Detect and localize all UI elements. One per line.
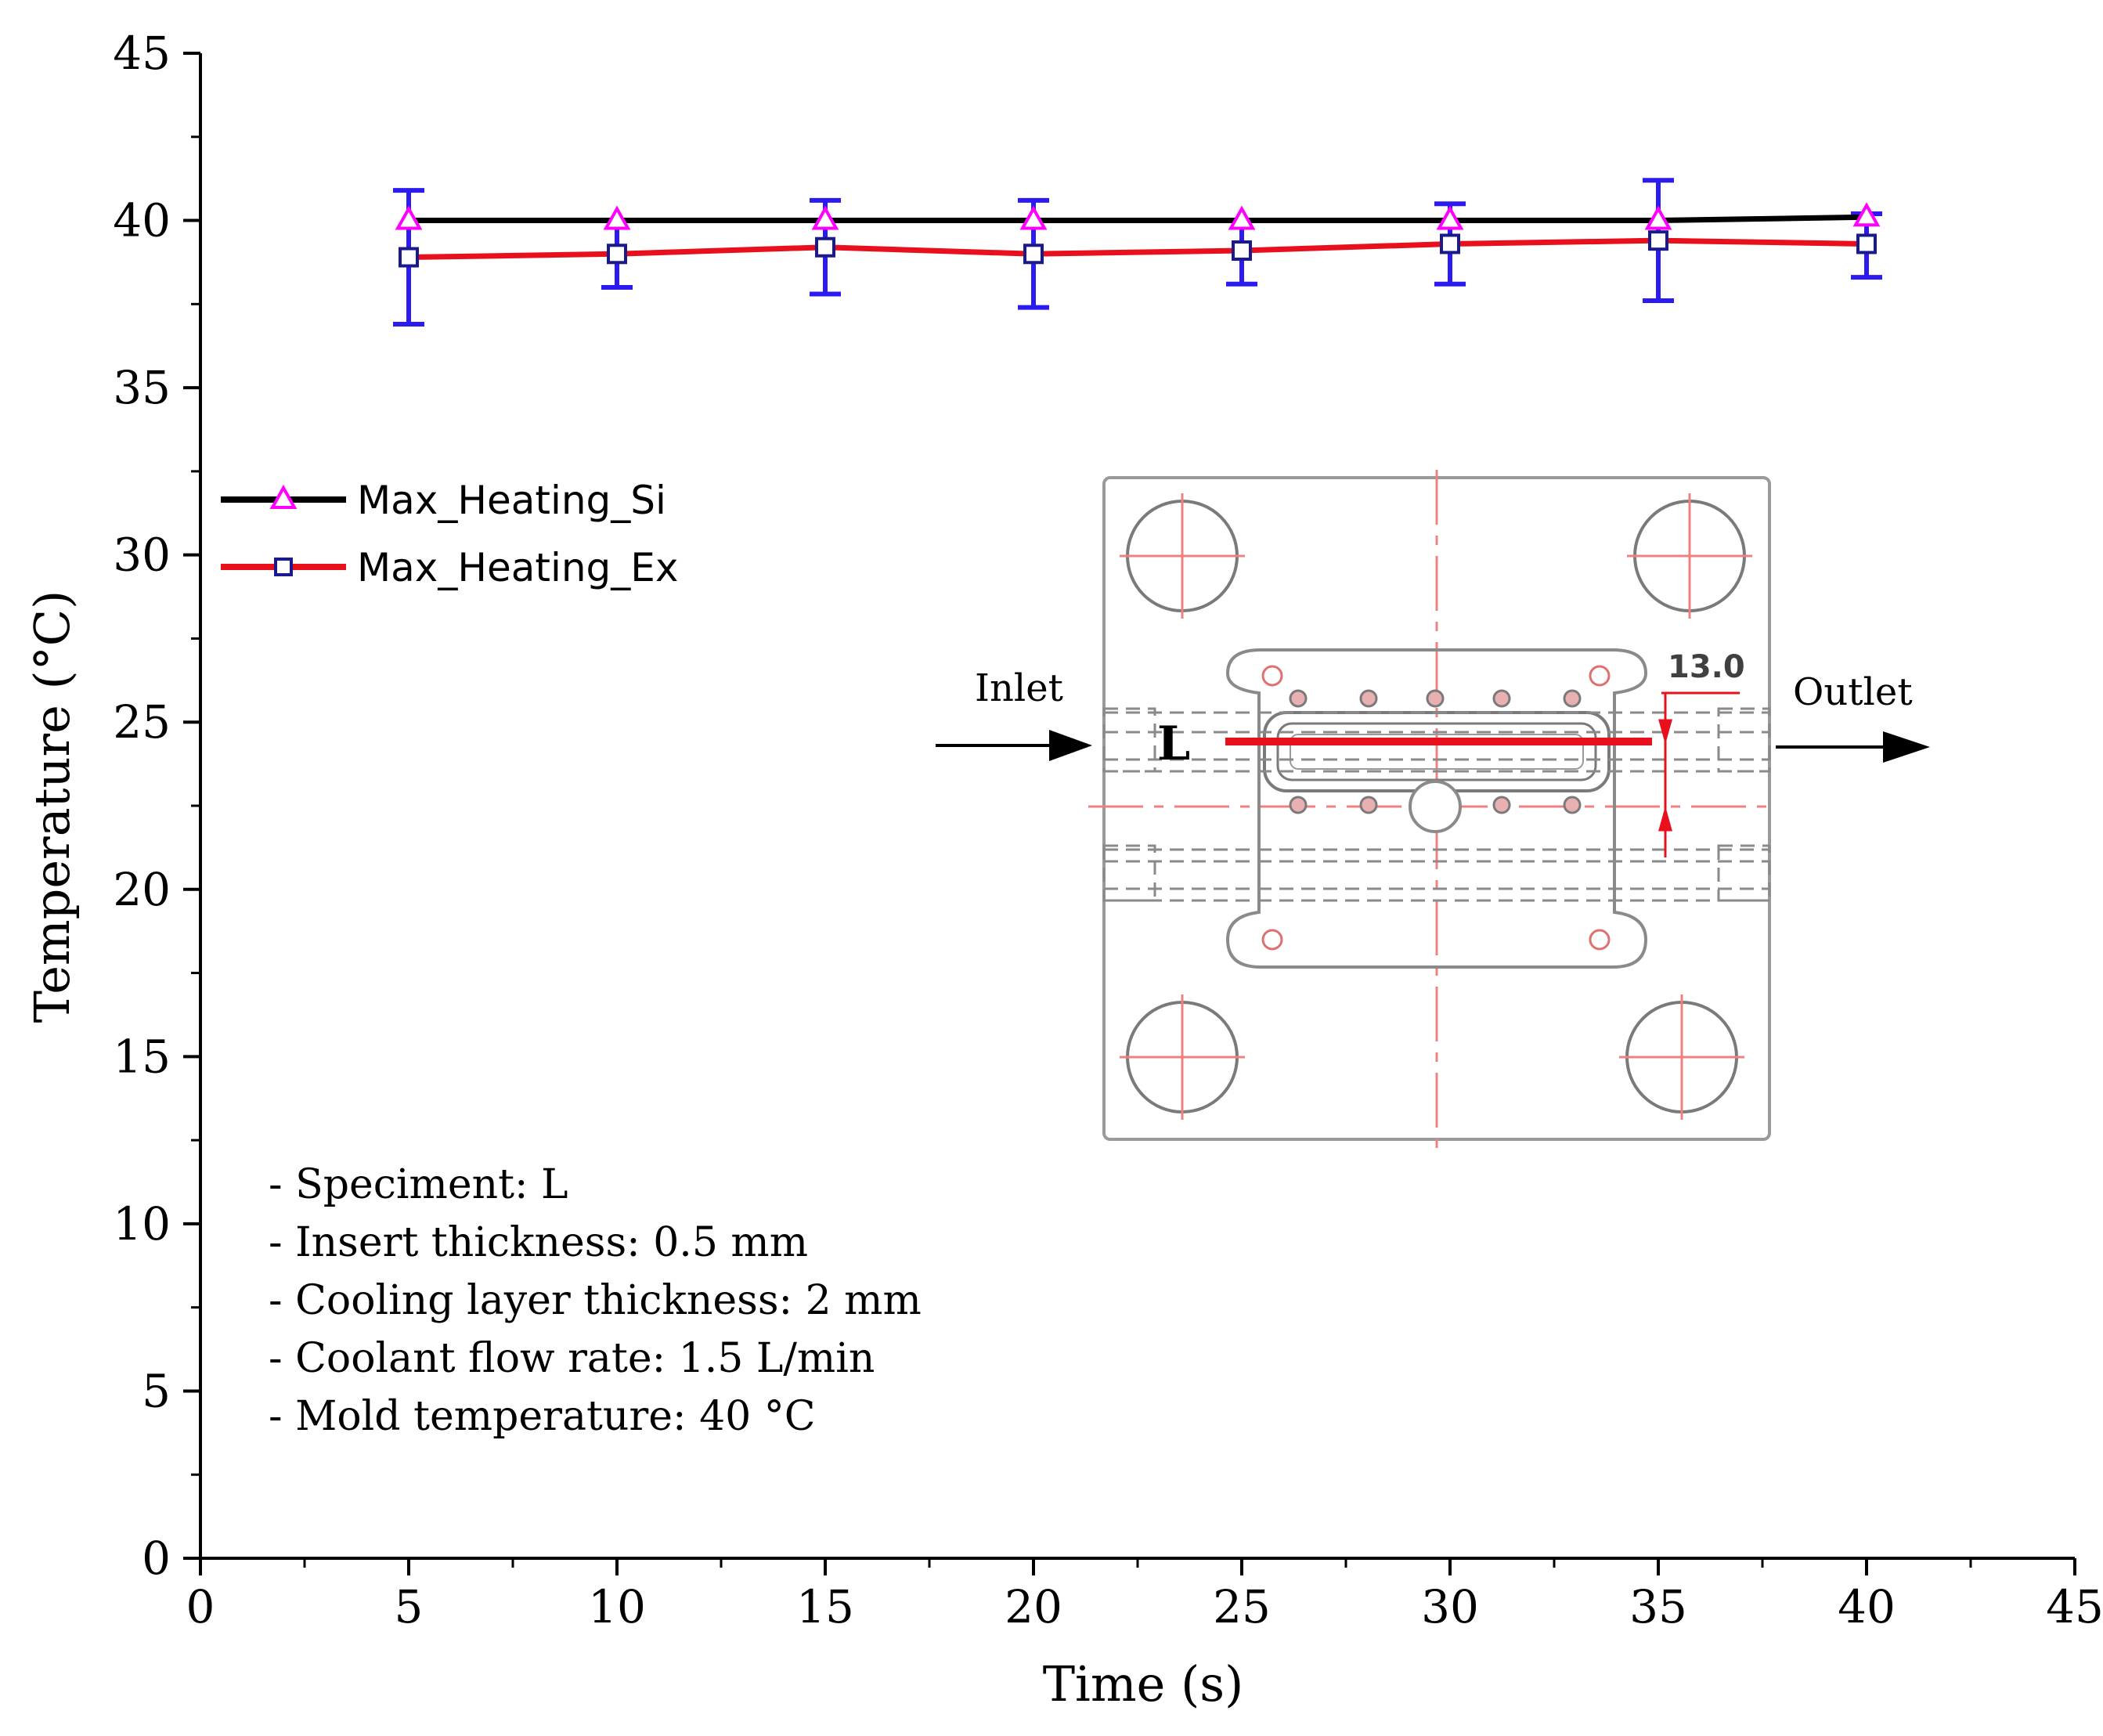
cavity-inner xyxy=(1276,722,1597,781)
y-tick-label: 35 xyxy=(113,361,171,414)
outlet-label: Outlet xyxy=(1793,670,1913,714)
outlet-arrow xyxy=(1776,731,1930,763)
y-tick-label: 10 xyxy=(113,1197,171,1251)
screw-holes xyxy=(1261,665,1611,951)
legend-label-si: Max_Heating_Si xyxy=(357,478,666,523)
x-tick-label: 5 xyxy=(395,1580,424,1633)
series-markers xyxy=(395,202,1881,268)
annotation-mold-temperature: - Mold temperature: 40 °C xyxy=(269,1393,816,1440)
y-tick-label: 40 xyxy=(113,194,171,247)
point-max-heating-si xyxy=(1644,205,1672,230)
inlet-arrow xyxy=(936,730,1092,761)
legend-item-ex: Max_Heating_Ex xyxy=(221,545,678,590)
y-tick-label: 20 xyxy=(113,863,171,916)
corner-hole-top-left xyxy=(1120,493,1245,619)
inlet-label: Inlet xyxy=(975,666,1063,710)
corner-hole-bottom-right xyxy=(1619,994,1744,1120)
dimension-label: 13.0 xyxy=(1668,649,1745,685)
annotation-cooling-layer: - Cooling layer thickness: 2 mm xyxy=(269,1277,922,1324)
x-tick-label: 0 xyxy=(186,1580,215,1633)
y-tick-label: 30 xyxy=(113,529,171,582)
point-max-heating-si xyxy=(1228,205,1256,230)
y-axis-label: Temperature (°C) xyxy=(23,590,81,1023)
y-tick-label: 5 xyxy=(142,1364,171,1417)
x-tick-label: 10 xyxy=(588,1580,646,1633)
x-tick-label: 45 xyxy=(2046,1580,2103,1633)
x-tick-label: 25 xyxy=(1213,1580,1271,1633)
sprue-hole xyxy=(1409,780,1462,833)
dimension-marker xyxy=(1658,691,1740,857)
legend-triangle-marker xyxy=(269,484,298,509)
annotation-insert-thickness: - Insert thickness: 0.5 mm xyxy=(269,1219,808,1266)
x-axis-label: Time (s) xyxy=(1043,1655,1244,1713)
x-tick-label: 35 xyxy=(1629,1580,1687,1633)
point-max-heating-si xyxy=(811,205,839,230)
point-max-heating-si xyxy=(395,205,423,230)
point-max-heating-ex xyxy=(815,236,835,258)
insert-plate-outline xyxy=(1225,648,1648,969)
corner-hole-bottom-left xyxy=(1120,994,1245,1120)
series-line-max-heating-ex xyxy=(408,237,1867,261)
x-ticks: 0 5 10 15 20 25 30 35 40 45 xyxy=(186,1558,2103,1633)
point-max-heating-ex xyxy=(1023,244,1044,265)
point-max-heating-si xyxy=(603,205,631,230)
y-tick-label: 25 xyxy=(113,695,171,749)
legend-item-si: Max_Heating_Si xyxy=(221,478,666,523)
point-max-heating-ex xyxy=(399,247,419,268)
point-max-heating-si xyxy=(1436,205,1464,230)
annotation-specimen: - Speciment: L xyxy=(269,1161,568,1208)
point-max-heating-si xyxy=(1019,205,1048,230)
series-line-max-heating-si xyxy=(409,214,1867,224)
cooling-channels xyxy=(1102,707,1771,902)
y-tick-label: 15 xyxy=(113,1030,171,1083)
legend-square-marker xyxy=(274,558,293,576)
mold-drawing-inset: L 13.0 Inlet Outlet xyxy=(936,470,1930,1151)
ejector-pins-bottom xyxy=(1289,796,1582,814)
x-tick-label: 15 xyxy=(796,1580,854,1633)
condition-annotations: - Speciment: L - Insert thickness: 0.5 m… xyxy=(269,1161,922,1440)
point-max-heating-ex xyxy=(1648,230,1668,251)
legend-label-ex: Max_Heating_Ex xyxy=(357,545,678,590)
annotation-flow-rate: - Coolant flow rate: 1.5 L/min xyxy=(269,1335,875,1382)
point-max-heating-ex xyxy=(1232,240,1252,261)
specimen-label: L xyxy=(1157,716,1190,771)
ejector-pins-top xyxy=(1289,689,1582,708)
series-lines xyxy=(408,214,1867,261)
y-tick-label: 0 xyxy=(142,1532,171,1585)
legend: Max_Heating_Si Max_Heating_Ex xyxy=(221,478,678,590)
x-tick-label: 40 xyxy=(1838,1580,1896,1633)
y-ticks: 0 5 10 15 20 25 30 35 40 45 xyxy=(113,27,200,1585)
point-max-heating-ex xyxy=(1856,233,1877,254)
x-tick-label: 20 xyxy=(1005,1580,1062,1633)
corner-hole-top-right xyxy=(1627,493,1752,619)
y-tick-label: 45 xyxy=(113,27,171,80)
point-max-heating-ex xyxy=(1440,233,1460,254)
point-max-heating-si xyxy=(1852,202,1881,227)
x-tick-label: 30 xyxy=(1421,1580,1479,1633)
point-max-heating-ex xyxy=(607,244,627,265)
